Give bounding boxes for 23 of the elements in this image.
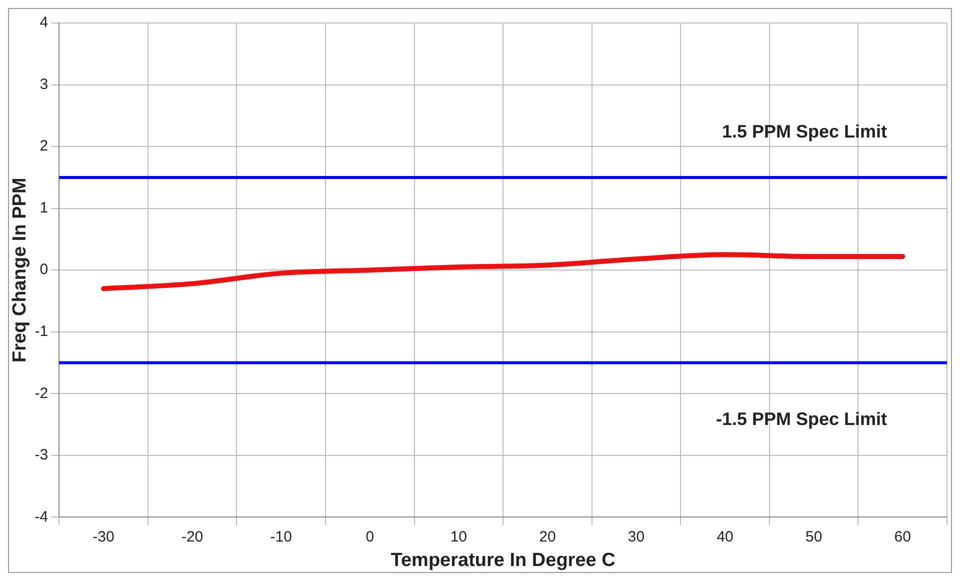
y-tick-label: -3	[34, 446, 48, 464]
y-tick-label: 4	[40, 14, 48, 32]
x-tick-label: -20	[181, 528, 204, 546]
y-axis-title: Freq Change In PPM	[10, 178, 31, 362]
y-tick-label: 1	[40, 199, 48, 216]
y-tick-label: -1	[34, 323, 48, 340]
x-tick-label: 60	[894, 528, 911, 546]
x-tick-label: -30	[92, 528, 114, 546]
x-tick-label: 10	[450, 528, 468, 546]
x-tick-label: 40	[716, 528, 734, 546]
y-tick-label: 0	[40, 261, 48, 278]
x-tick-label: -10	[270, 528, 292, 546]
ref-line-label: -1.5 PPM Spec Limit	[716, 408, 888, 429]
x-tick-label: 0	[366, 528, 374, 546]
x-tick-label: 30	[628, 528, 645, 546]
x-axis-title: Temperature In Degree C	[390, 550, 616, 571]
y-tick-label: -2	[34, 384, 48, 402]
x-tick-label: 50	[805, 528, 822, 546]
y-tick-label: -4	[34, 508, 48, 526]
ref-line-label: 1.5 PPM Spec Limit	[722, 121, 887, 142]
y-tick-label: 2	[40, 138, 48, 155]
y-tick-label: 3	[40, 76, 48, 93]
x-tick-label: 20	[539, 528, 556, 546]
